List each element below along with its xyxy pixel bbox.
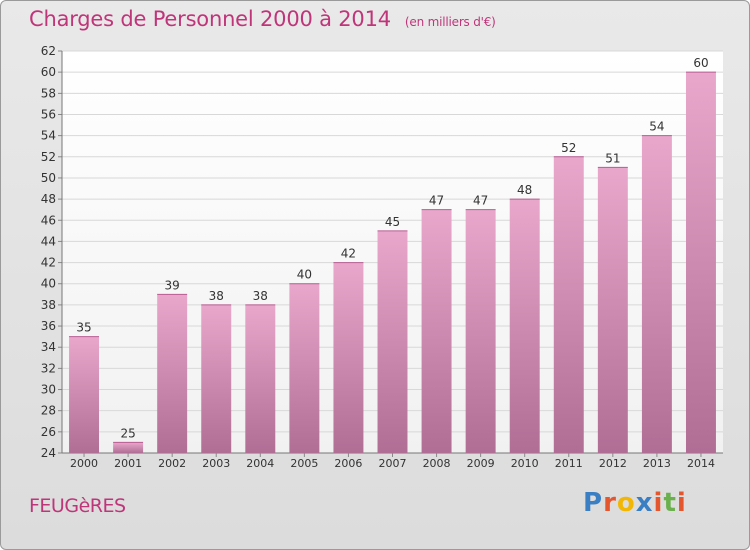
bar	[333, 262, 364, 453]
logo-letter: r	[603, 488, 617, 518]
data-label: 38	[253, 289, 268, 303]
bar	[377, 230, 408, 453]
y-tick-label: 50	[41, 171, 56, 185]
logo-letter: i	[653, 488, 664, 518]
y-tick-label: 54	[41, 129, 56, 143]
data-label: 42	[341, 247, 356, 261]
y-tick-label: 46	[41, 213, 56, 227]
x-tick-label: 2004	[246, 457, 274, 470]
data-label: 52	[561, 141, 576, 155]
x-tick-label: 2013	[643, 457, 671, 470]
bar	[201, 304, 232, 453]
y-tick-label: 56	[41, 107, 56, 121]
logo-letter: P	[583, 488, 604, 518]
x-tick-label: 2011	[555, 457, 583, 470]
y-tick-label: 62	[41, 44, 56, 58]
proxiti-logo: Proxiti	[583, 488, 687, 518]
data-label: 54	[649, 120, 664, 134]
y-tick-label: 32	[41, 361, 56, 375]
data-label: 51	[605, 151, 620, 165]
logo-letter: t	[663, 488, 677, 518]
data-label: 48	[517, 183, 532, 197]
data-label: 45	[385, 215, 400, 229]
data-label: 47	[473, 194, 488, 208]
bar	[421, 209, 452, 453]
data-label: 40	[297, 268, 312, 282]
x-tick-label: 2009	[467, 457, 495, 470]
x-tick-label: 2003	[202, 457, 230, 470]
logo-letter: o	[616, 488, 636, 518]
y-tick-label: 30	[41, 383, 56, 397]
data-label: 25	[120, 426, 135, 440]
y-tick-label: 52	[41, 150, 56, 164]
x-tick-label: 2001	[114, 457, 142, 470]
title-text: Charges de Personnel 2000 à 2014	[29, 7, 391, 31]
y-tick-label: 34	[41, 340, 56, 354]
bar	[509, 199, 540, 453]
x-tick-label: 2007	[379, 457, 407, 470]
bar	[69, 336, 100, 453]
y-tick-label: 28	[41, 404, 56, 418]
bar	[157, 294, 188, 453]
data-label: 38	[209, 289, 224, 303]
y-tick-label: 38	[41, 298, 56, 312]
x-tick-label: 2014	[687, 457, 715, 470]
x-tick-label: 2008	[423, 457, 451, 470]
y-tick-label: 24	[41, 446, 56, 460]
bar	[289, 283, 320, 453]
x-tick-label: 2002	[158, 457, 186, 470]
x-tick-label: 2006	[334, 457, 362, 470]
y-tick-label: 26	[41, 425, 56, 439]
bar	[465, 209, 496, 453]
data-label: 39	[165, 278, 180, 292]
bar	[553, 156, 584, 453]
data-label: 60	[693, 56, 708, 70]
y-tick-label: 60	[41, 65, 56, 79]
logo-letter: i	[676, 488, 687, 518]
data-label: 47	[429, 194, 444, 208]
y-tick-label: 44	[41, 234, 56, 248]
logo-letter: x	[635, 488, 654, 518]
bar	[113, 442, 144, 453]
chart-title: Charges de Personnel 2000 à 2014 (en mill…	[29, 7, 496, 31]
data-label: 35	[76, 321, 91, 335]
chart-subtitle: (en milliers d'€)	[404, 15, 496, 29]
x-tick-label: 2005	[290, 457, 318, 470]
y-tick-label: 36	[41, 319, 56, 333]
y-tick-label: 42	[41, 256, 56, 270]
y-tick-label: 58	[41, 86, 56, 100]
x-tick-label: 2000	[70, 457, 98, 470]
x-tick-label: 2012	[599, 457, 627, 470]
bar	[685, 72, 716, 453]
commune-name: FEUGèRES	[29, 495, 126, 517]
y-tick-label: 40	[41, 277, 56, 291]
y-tick-label: 48	[41, 192, 56, 206]
bar	[597, 167, 628, 454]
bar	[245, 304, 276, 453]
bar	[641, 135, 672, 453]
x-tick-label: 2010	[511, 457, 539, 470]
